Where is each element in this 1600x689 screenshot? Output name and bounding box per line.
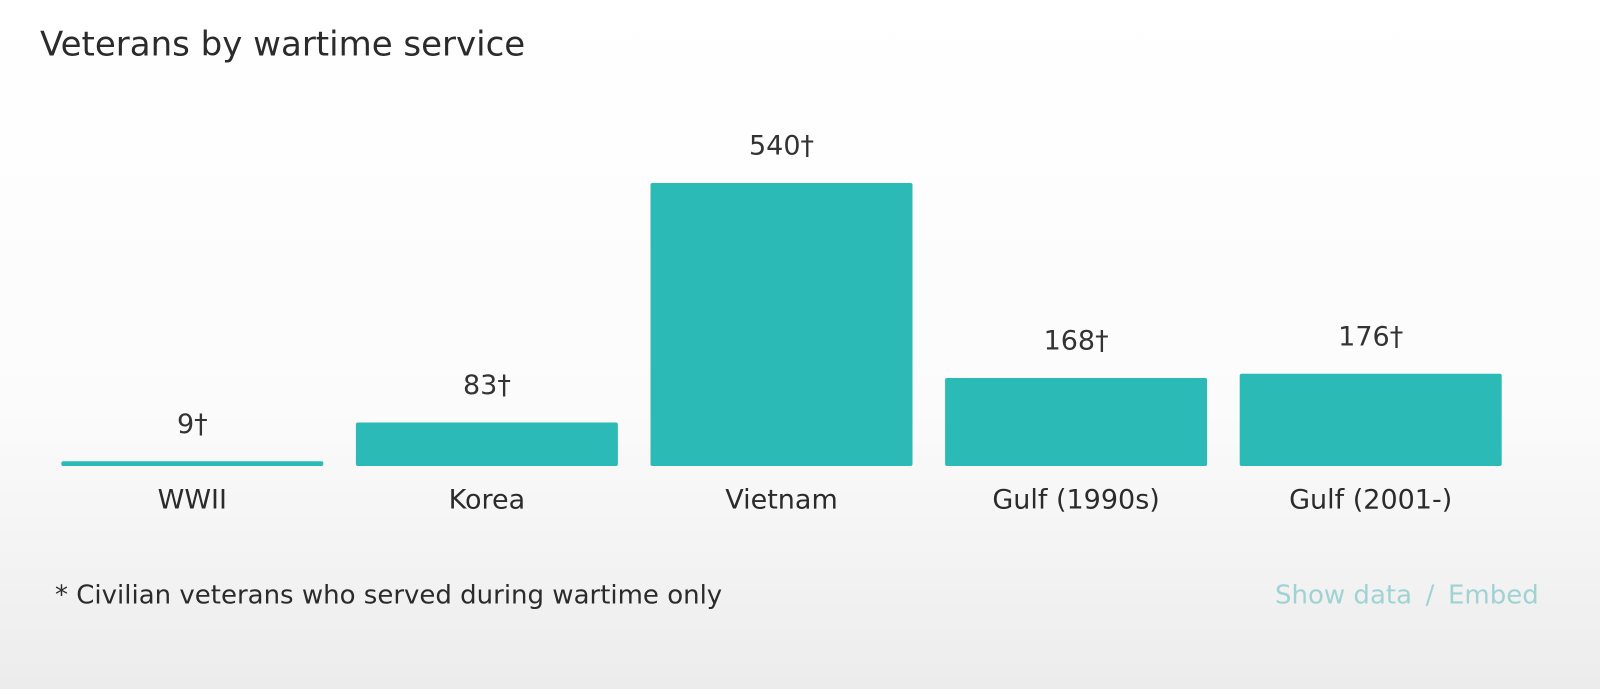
x-tick-label: Vietnam [725, 485, 838, 516]
x-tick-label: WWII [158, 485, 227, 516]
chart-title: Veterans by wartime service [40, 25, 525, 65]
value-label: 9† [177, 409, 208, 440]
value-label: 168† [1044, 325, 1109, 356]
value-label: 83† [463, 370, 511, 401]
x-tick-label: Gulf (1990s) [992, 485, 1159, 516]
bar [650, 183, 913, 466]
bar [61, 461, 324, 466]
bar [355, 422, 618, 466]
x-tick-label: Korea [449, 485, 526, 516]
link-separator: / [1426, 581, 1435, 611]
bar [945, 377, 1208, 466]
show-data-link[interactable]: Show data [1275, 581, 1412, 611]
footnote: * Civilian veterans who served during wa… [55, 581, 722, 611]
value-label: 540† [749, 131, 814, 162]
value-label: 176† [1338, 321, 1403, 352]
x-tick-label: Gulf (2001-) [1289, 485, 1452, 516]
bar [1239, 373, 1502, 466]
embed-link[interactable]: Embed [1448, 581, 1539, 611]
